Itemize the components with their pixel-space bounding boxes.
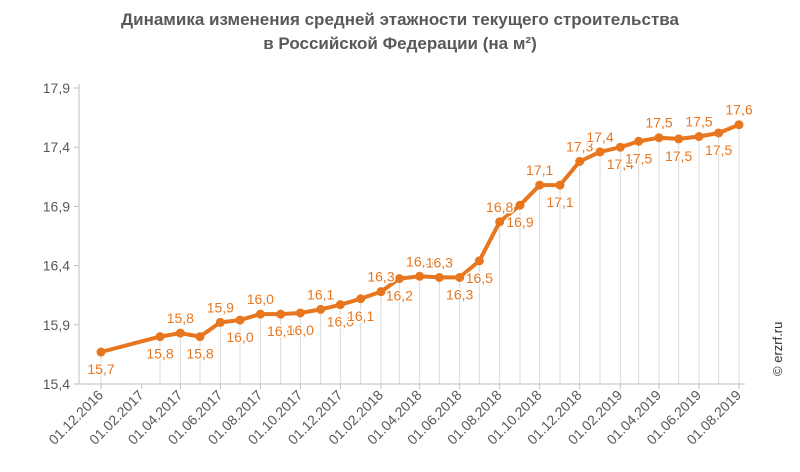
data-label: 17,6: [725, 102, 752, 118]
data-label: 16,3: [367, 269, 394, 285]
data-label: 16,1: [347, 308, 374, 324]
data-point: [575, 156, 585, 166]
data-point: [595, 147, 605, 157]
droplines: [100, 124, 740, 384]
data-label: 16,8: [486, 199, 513, 215]
data-point: [175, 328, 185, 338]
data-label: 16,0: [226, 329, 253, 345]
data-point: [455, 272, 465, 282]
data-label: 16,3: [446, 286, 473, 302]
data-point: [195, 332, 205, 342]
data-point: [235, 315, 245, 325]
data-point: [96, 347, 106, 357]
y-axis-ticks: 17,9 17,4 16,9 16,4 15,9 15,4: [43, 80, 79, 392]
data-point: [674, 134, 684, 144]
data-point: [555, 180, 565, 190]
data-point: [634, 136, 644, 146]
copyright-text: © erzrf.ru: [770, 321, 785, 376]
data-point: [474, 256, 484, 266]
data-label: 17,1: [526, 162, 553, 178]
data-label: 16,0: [327, 314, 354, 330]
y-tick-label: 15,9: [43, 317, 70, 333]
data-point: [535, 180, 545, 190]
y-tick-label: 17,4: [43, 139, 70, 155]
data-label: 16,9: [506, 214, 533, 230]
y-tick-label: 16,9: [43, 198, 70, 214]
data-point: [434, 272, 444, 282]
data-label: 17,5: [645, 115, 672, 131]
data-label: 16,0: [267, 323, 294, 339]
data-label: 17,5: [665, 148, 692, 164]
x-axis-ticks: 01.12.201601.02.201701.04.201701.06.2017…: [45, 384, 744, 448]
data-point: [356, 294, 366, 304]
data-label: 16,0: [247, 291, 274, 307]
chart-title: Динамика изменения средней этажности тек…: [0, 8, 800, 56]
data-label: 17,4: [586, 129, 613, 145]
chart-title-line-1: Динамика изменения средней этажности тек…: [121, 10, 679, 29]
data-point: [694, 132, 704, 142]
data-label: 15,8: [146, 346, 173, 362]
data-label: 17,4: [607, 156, 634, 172]
data-label: 15,9: [207, 299, 234, 315]
data-point: [495, 217, 505, 227]
data-point: [376, 287, 386, 297]
data-label: 15,8: [186, 346, 213, 362]
data-labels: 15,715,815,815,815,916,016,016,016,016,1…: [86, 100, 754, 378]
data-label: 17,5: [685, 114, 712, 130]
data-label: 16,2: [386, 288, 413, 304]
data-point: [714, 128, 724, 138]
data-label: 16,0: [287, 322, 314, 338]
data-points: [96, 120, 744, 357]
data-point: [415, 271, 425, 281]
data-point: [316, 304, 326, 314]
data-label: 15,8: [167, 310, 194, 326]
data-point: [295, 308, 305, 318]
chart-title-line-2: в Российской Федерации (на м²): [263, 34, 537, 53]
y-tick-label: 17,9: [43, 80, 70, 96]
data-point: [276, 309, 286, 319]
data-point: [255, 309, 265, 319]
data-point: [654, 133, 664, 143]
data-label: 16,1: [307, 286, 334, 302]
data-point: [734, 120, 744, 130]
data-point: [515, 200, 525, 210]
data-point: [215, 317, 225, 327]
y-tick-label: 15,4: [43, 376, 70, 392]
data-label: 17,1: [546, 194, 573, 210]
data-point: [615, 142, 625, 152]
data-label: 17,3: [566, 138, 593, 154]
data-point: [394, 274, 404, 284]
data-label: 16,3: [406, 253, 433, 269]
data-label: 17,5: [625, 150, 652, 166]
data-point: [155, 332, 165, 342]
data-label: 15,7: [87, 361, 114, 377]
data-label: 16,5: [466, 270, 493, 286]
y-tick-label: 16,4: [43, 258, 70, 274]
data-point: [335, 300, 345, 310]
data-label: 16,3: [426, 254, 453, 270]
axes: [78, 84, 745, 385]
data-label: 17,5: [705, 142, 732, 158]
